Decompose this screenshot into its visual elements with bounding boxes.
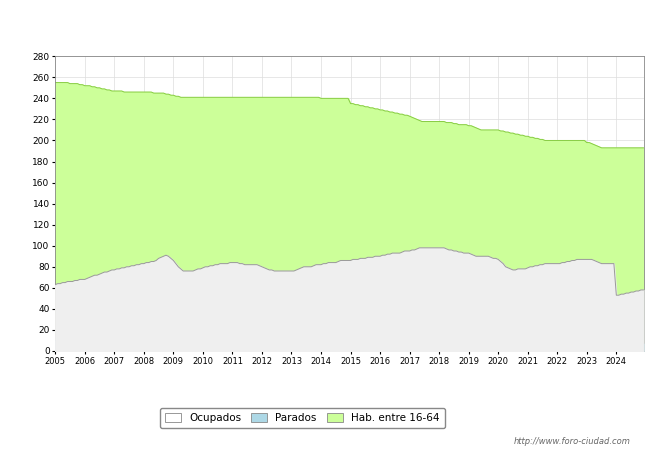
Text: http://www.foro-ciudad.com: http://www.foro-ciudad.com: [514, 436, 630, 446]
Text: Vianos - Evolucion de la poblacion en edad de Trabajar Noviembre de 2024: Vianos - Evolucion de la poblacion en ed…: [103, 18, 547, 31]
Legend: Ocupados, Parados, Hab. entre 16-64: Ocupados, Parados, Hab. entre 16-64: [160, 408, 445, 428]
